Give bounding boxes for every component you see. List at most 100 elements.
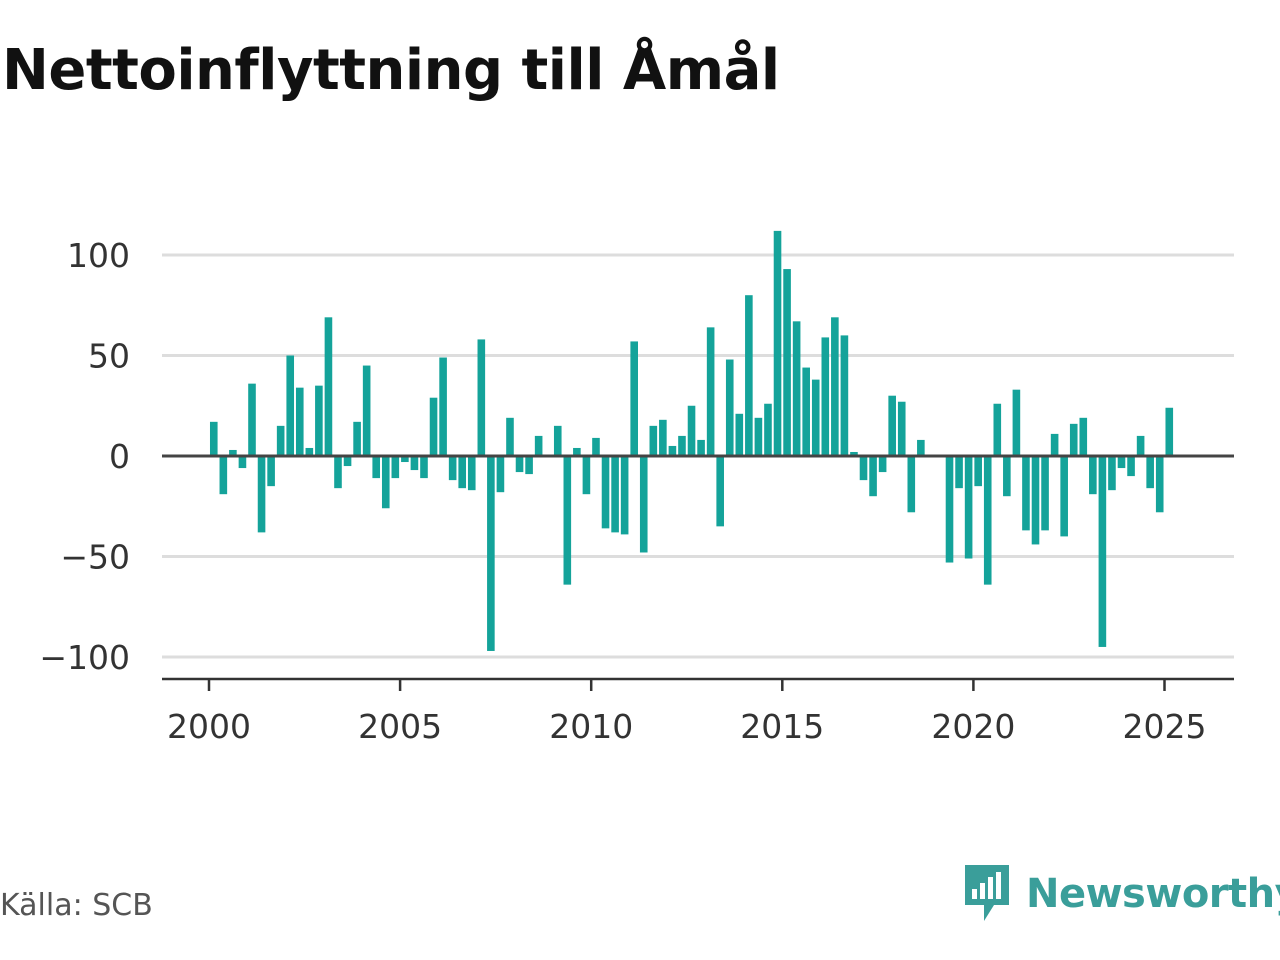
x-tick-label: 2000 bbox=[167, 707, 251, 746]
bar bbox=[534, 435, 543, 456]
bar bbox=[1022, 456, 1030, 531]
bar bbox=[410, 456, 419, 471]
newsworthy-logo-icon bbox=[965, 865, 1009, 921]
bar bbox=[888, 395, 896, 456]
x-tick-label: 2010 bbox=[549, 707, 633, 746]
source-note: Källa: SCB bbox=[0, 888, 153, 923]
bar bbox=[276, 425, 285, 456]
bar bbox=[573, 447, 581, 456]
bar bbox=[1165, 407, 1174, 456]
bar bbox=[439, 357, 447, 456]
bar bbox=[391, 456, 400, 479]
bar bbox=[343, 456, 352, 467]
bar bbox=[917, 439, 925, 456]
bar bbox=[496, 456, 505, 493]
y-axis-ticks: 100 50 0 −50 −100 bbox=[39, 236, 130, 677]
bar bbox=[1050, 433, 1059, 456]
x-tick-label: 2025 bbox=[1123, 707, 1207, 746]
bar bbox=[983, 456, 992, 585]
bar bbox=[563, 456, 572, 585]
brand-logo: Newsworthy bbox=[962, 862, 1280, 926]
bar bbox=[773, 230, 782, 456]
bar bbox=[706, 327, 715, 456]
bar bbox=[668, 445, 677, 456]
bar bbox=[611, 456, 619, 533]
bar bbox=[659, 419, 667, 456]
bar bbox=[725, 359, 734, 456]
bar bbox=[1127, 456, 1135, 477]
bar bbox=[639, 456, 648, 553]
x-axis-ticks: 2000 2005 2010 2015 2020 2025 bbox=[167, 679, 1206, 746]
x-tick-label: 2015 bbox=[740, 707, 824, 746]
bar bbox=[945, 456, 954, 563]
bar bbox=[1098, 456, 1107, 647]
bar bbox=[362, 365, 371, 456]
bar bbox=[420, 456, 428, 479]
bar bbox=[955, 456, 963, 489]
gridlines bbox=[162, 253, 1234, 659]
y-tick-label: 50 bbox=[88, 337, 130, 376]
bar bbox=[1117, 456, 1126, 469]
bar bbox=[286, 355, 295, 456]
chart-title: Nettoinflyttning till Åmål bbox=[2, 38, 780, 103]
bar bbox=[1003, 456, 1011, 497]
y-tick-label: 100 bbox=[67, 236, 130, 275]
axes bbox=[162, 454, 1234, 681]
bar bbox=[840, 335, 849, 456]
bar bbox=[831, 317, 839, 456]
bar bbox=[515, 456, 524, 473]
bar bbox=[1146, 456, 1154, 489]
bar bbox=[974, 456, 982, 487]
bar bbox=[305, 447, 314, 456]
y-tick-label: −50 bbox=[60, 538, 130, 577]
bar bbox=[1069, 423, 1078, 456]
bar bbox=[878, 456, 887, 473]
bar bbox=[1079, 417, 1088, 456]
bar bbox=[869, 456, 877, 497]
bar bbox=[219, 456, 228, 495]
bar bbox=[821, 337, 830, 456]
bar-series bbox=[209, 230, 1174, 651]
bar bbox=[850, 451, 858, 456]
bar bbox=[678, 435, 686, 456]
bar bbox=[993, 403, 1002, 456]
bar bbox=[429, 397, 438, 456]
bar bbox=[754, 417, 763, 456]
x-tick-label: 2005 bbox=[358, 707, 442, 746]
bar bbox=[525, 456, 533, 475]
bar bbox=[353, 421, 361, 456]
bar bbox=[553, 425, 562, 456]
bar bbox=[295, 387, 304, 456]
y-tick-label: −100 bbox=[39, 638, 130, 677]
bar bbox=[630, 341, 638, 456]
bar bbox=[372, 456, 381, 479]
bar bbox=[802, 367, 810, 456]
bar bbox=[458, 456, 467, 489]
bar bbox=[487, 456, 495, 651]
bar bbox=[1108, 456, 1116, 491]
bar bbox=[783, 269, 791, 456]
bar bbox=[238, 456, 247, 469]
y-tick-label: 0 bbox=[109, 437, 130, 476]
bar bbox=[1060, 456, 1068, 537]
bar bbox=[697, 439, 705, 456]
bar bbox=[248, 383, 256, 456]
bar bbox=[792, 321, 801, 456]
bar bbox=[601, 456, 610, 529]
bar bbox=[735, 413, 744, 456]
bar bbox=[964, 456, 973, 559]
x-tick-label: 2020 bbox=[931, 707, 1015, 746]
bar bbox=[267, 456, 275, 487]
bar bbox=[764, 403, 772, 456]
bar bbox=[592, 437, 600, 456]
bar bbox=[315, 385, 323, 456]
bar bbox=[859, 456, 868, 481]
bar bbox=[448, 456, 457, 481]
bar bbox=[745, 295, 753, 456]
bar bbox=[257, 456, 266, 533]
bar bbox=[620, 456, 629, 535]
bar bbox=[811, 379, 820, 456]
bar bbox=[401, 456, 409, 463]
bar bbox=[1041, 456, 1049, 531]
